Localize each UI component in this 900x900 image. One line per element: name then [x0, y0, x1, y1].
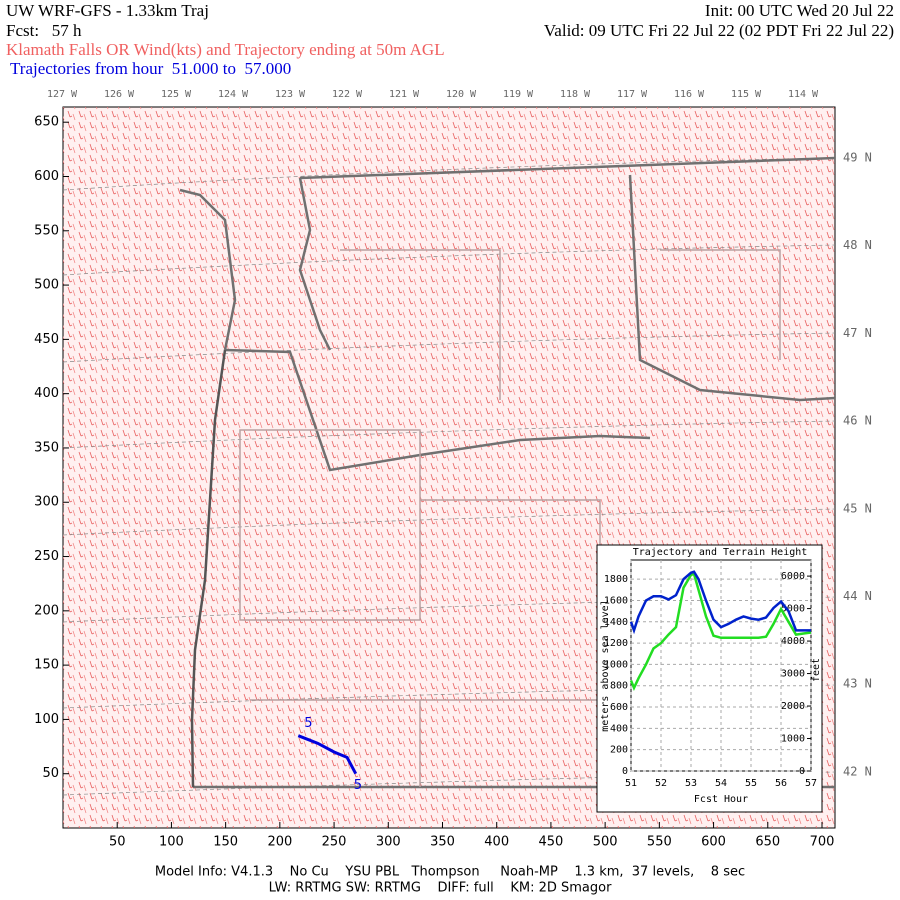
y-tick-label: 200 — [610, 745, 628, 756]
y-tick-label: 600 — [610, 702, 628, 713]
lon-label: 115 W — [731, 89, 762, 100]
y-tick-label: 1400 — [604, 617, 628, 628]
lon-label: 125 W — [161, 89, 192, 100]
y-tick-label: 350 — [34, 440, 59, 455]
y-tick-label: 1000 — [604, 659, 628, 670]
lon-label: 121 W — [389, 89, 420, 100]
y-tick-label: 450 — [34, 332, 59, 347]
x-tick-label: 650 — [755, 835, 780, 850]
x-tick-label: 350 — [430, 835, 455, 850]
map — [62, 106, 836, 829]
lon-label: 126 W — [104, 89, 135, 100]
x-tick-label: 450 — [539, 835, 564, 850]
inset-title: Trajectory and Terrain Height — [633, 547, 808, 558]
x-tick-label: 400 — [484, 835, 509, 850]
y2-tick-label: 4000 — [781, 636, 805, 647]
y-tick-label: 800 — [610, 681, 628, 692]
y-tick-label: 1200 — [604, 638, 628, 649]
lat-label: 45 N — [843, 501, 872, 515]
footer-line: Model Info: V4.1.3 No Cu YSU PBL Thompso… — [155, 865, 745, 880]
y2-tick-label: 5000 — [781, 604, 805, 615]
x-tick-label: 550 — [647, 835, 672, 850]
lon-label: 119 W — [503, 89, 534, 100]
x-tick-label: 55 — [745, 778, 757, 789]
x-tick-label: 150 — [213, 835, 238, 850]
lat-label: 43 N — [843, 677, 872, 691]
series-line — [629, 570, 811, 635]
trajectory-label: 5 — [354, 778, 362, 793]
x-tick-label: 300 — [376, 835, 401, 850]
lon-label: 116 W — [674, 89, 705, 100]
lat-label: 49 N — [843, 151, 872, 165]
y-tick-label: 400 — [34, 386, 59, 401]
y-tick-label: 250 — [34, 549, 59, 564]
subtitle: Klamath Falls OR Wind(kts) and Trajector… — [6, 40, 445, 59]
x-tick-label: 57 — [805, 778, 817, 789]
inset-chart: Trajectory and Terrain Height 51 52 53 54 55 5… — [596, 544, 823, 813]
y-tick-label: 100 — [34, 712, 59, 727]
x-tick-label: 51 — [625, 778, 637, 789]
lat-label: 44 N — [843, 589, 872, 603]
y-tick-label: 150 — [34, 658, 59, 673]
lon-label: 124 W — [218, 89, 249, 100]
trajectory — [297, 734, 358, 775]
y-tick-label: 550 — [34, 223, 59, 238]
hours: Trajectories from hour 51.000 to 57.000 — [10, 59, 291, 78]
x-tick-label: 50 — [109, 835, 126, 850]
footer-line: LW: RRTMG SW: RRTMG DIFF: full KM: 2D Sm… — [269, 881, 612, 896]
y2-tick-label: 0 — [799, 766, 805, 777]
lat-label: 47 N — [843, 326, 872, 340]
x-tick-label: 500 — [593, 835, 618, 850]
fcst: Fcst: 57 h — [6, 21, 82, 40]
y-tick-label: 50 — [42, 766, 59, 781]
y2-tick-label: 6000 — [781, 571, 805, 582]
lat-label: 46 N — [843, 414, 872, 428]
series-line — [629, 572, 812, 692]
title: UW WRF-GFS - 1.33km Traj — [6, 1, 209, 20]
x-tick-label: 600 — [701, 835, 726, 850]
lon-label: 120 W — [446, 89, 477, 100]
lat-label: 42 N — [843, 764, 872, 778]
x-tick-label: 100 — [159, 835, 184, 850]
lon-label: 122 W — [332, 89, 363, 100]
x-tick-label: 54 — [715, 778, 727, 789]
y2-tick-label: 1000 — [781, 734, 805, 745]
x-tick-label: 53 — [685, 778, 697, 789]
x-tick-label: 200 — [267, 835, 292, 850]
lon-label: 117 W — [617, 89, 648, 100]
y2-tick-label: 3000 — [781, 669, 805, 680]
y-tick-label: 1600 — [604, 595, 628, 606]
lon-label: 114 W — [788, 89, 819, 100]
y-tick-label: 650 — [34, 115, 59, 130]
x-axis-label: Fcst Hour — [694, 794, 748, 805]
y-tick-label: 0 — [622, 766, 628, 777]
lon-label: 127 W — [47, 89, 78, 100]
x-tick-label: 700 — [810, 835, 835, 850]
init: Init: 00 UTC Wed 20 Jul 22 — [705, 1, 894, 20]
x-tick-label: 52 — [655, 778, 667, 789]
x-tick-label: 250 — [322, 835, 347, 850]
lon-label: 123 W — [275, 89, 306, 100]
y-tick-label: 200 — [34, 603, 59, 618]
valid: Valid: 09 UTC Fri 22 Jul 22 (02 PDT Fri … — [544, 21, 894, 40]
y-tick-label: 1800 — [604, 574, 628, 585]
graticule — [62, 157, 836, 796]
x-tick-label: 56 — [775, 778, 787, 789]
y2-axis-label: feet — [811, 658, 822, 682]
y-tick-label: 300 — [34, 495, 59, 510]
lon-label: 118 W — [560, 89, 591, 100]
y2-tick-label: 2000 — [781, 701, 805, 712]
trajectory-label: 5 — [304, 716, 312, 731]
y-tick-label: 400 — [610, 723, 628, 734]
y-axis-label: meters above sea level — [600, 599, 611, 731]
county-lines — [239, 249, 781, 787]
y-tick-label: 600 — [34, 169, 59, 184]
y-tick-label: 500 — [34, 278, 59, 293]
lat-label: 48 N — [843, 238, 872, 252]
